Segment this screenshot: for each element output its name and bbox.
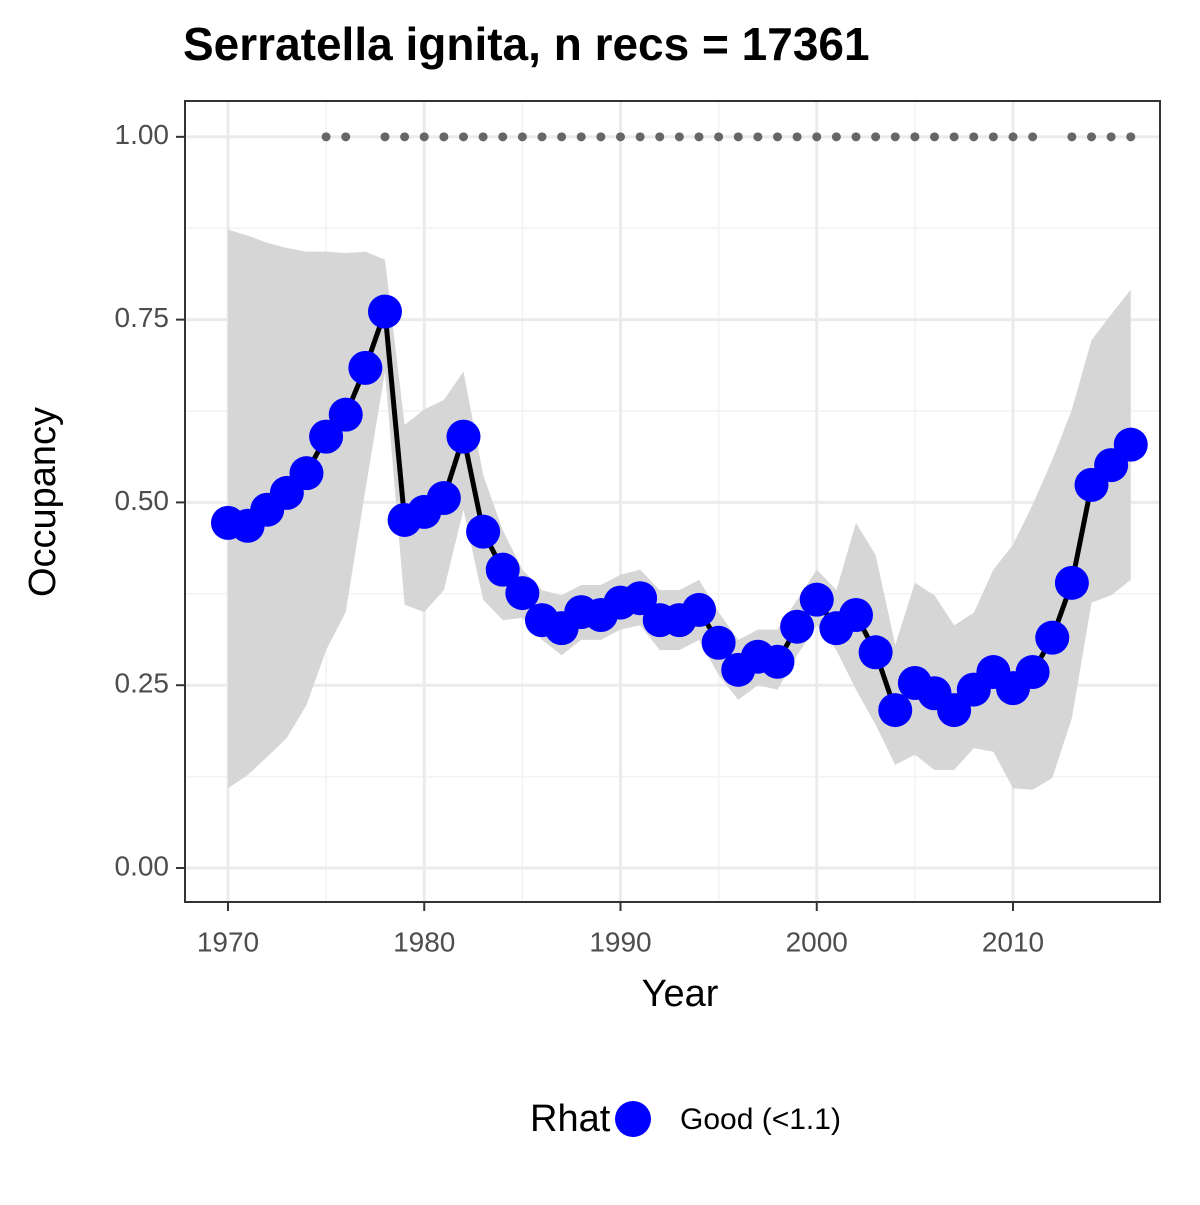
record-dot [949,132,959,142]
chart-title: Serratella ignita, n recs = 17361 [183,18,870,70]
y-tick-label: 0.50 [115,485,170,516]
record-dot [341,132,351,142]
data-point [760,644,795,679]
data-point [446,419,481,454]
record-dot [969,132,979,142]
legend-title: Rhat [530,1098,611,1140]
record-dot [596,132,606,142]
record-dot [753,132,763,142]
record-dot [930,132,940,142]
legend-key [615,1101,651,1137]
x-tick-label: 2000 [786,926,848,957]
y-tick-label: 0.25 [115,668,170,699]
record-dot [871,132,881,142]
data-point [367,294,402,329]
record-dot [439,132,449,142]
record-dot [910,132,920,142]
data-point [328,397,363,432]
data-point [505,576,540,611]
record-dot [812,132,822,142]
record-dot [478,132,488,142]
record-dot [498,132,508,142]
data-point [348,350,383,385]
data-point [858,635,893,670]
confidence-band [227,229,1131,790]
record-dot [557,132,567,142]
data-point [1035,620,1070,655]
record-dot [1106,132,1116,142]
record-dot [694,132,704,142]
record-dot [517,132,527,142]
record-dot [321,132,331,142]
y-tick-label: 1.00 [115,119,170,150]
x-tick-label: 1980 [393,926,455,957]
panel-border [184,100,1161,903]
data-point [780,609,815,644]
record-dot [458,132,468,142]
data-point [701,625,736,660]
data-point [623,581,658,616]
y-axis-label: Occupancy [22,407,64,597]
y-tick-label: 0.75 [115,302,170,333]
record-dot [674,132,684,142]
x-tick-label: 1970 [197,926,259,957]
record-dot [400,132,410,142]
record-dot [1008,132,1018,142]
record-dot [851,132,861,142]
y-tick-label: 0.00 [115,850,170,881]
record-dot [655,132,665,142]
data-point [426,481,461,516]
data-point [838,598,873,633]
record-dot [831,132,841,142]
data-point [309,419,344,454]
data-point [1113,427,1148,462]
record-dot [576,132,586,142]
record-dot [1067,132,1077,142]
data-point [799,582,834,617]
record-dot [988,132,998,142]
data-point [1015,655,1050,690]
legend-label: Good (<1.1) [680,1103,841,1136]
record-dot [419,132,429,142]
record-dot [537,132,547,142]
record-dot [733,132,743,142]
data-point [466,514,501,549]
data-point [681,592,716,627]
record-dot [615,132,625,142]
record-dot [714,132,724,142]
record-dot [1087,132,1097,142]
record-dot [635,132,645,142]
record-dot [792,132,802,142]
data-point [1054,565,1089,600]
record-dot [380,132,390,142]
x-tick-label: 1990 [589,926,651,957]
record-dot [1028,132,1038,142]
record-dot [772,132,782,142]
x-tick-label: 2010 [982,926,1044,957]
data-point [289,456,324,491]
x-axis-label: Year [642,973,719,1015]
record-dot [890,132,900,142]
record-dot [1126,132,1136,142]
data-point [485,552,520,587]
data-point [878,693,913,728]
